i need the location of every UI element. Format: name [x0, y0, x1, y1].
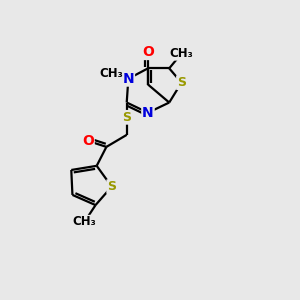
Text: S: S	[122, 111, 131, 124]
Text: S: S	[177, 76, 186, 89]
Text: CH₃: CH₃	[100, 67, 124, 80]
Text: N: N	[122, 72, 134, 86]
Text: CH₃: CH₃	[169, 47, 193, 60]
Text: S: S	[107, 180, 116, 193]
Text: CH₃: CH₃	[73, 215, 96, 229]
Text: O: O	[82, 134, 94, 148]
Text: O: O	[142, 45, 154, 59]
Text: N: N	[142, 106, 154, 120]
